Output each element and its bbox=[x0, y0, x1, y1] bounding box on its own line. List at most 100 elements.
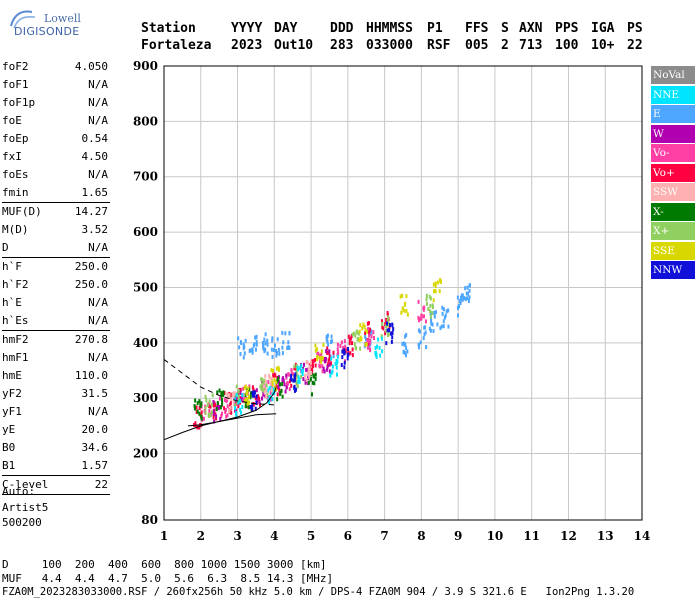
echo-mark bbox=[235, 410, 238, 415]
echo-mark bbox=[273, 377, 276, 382]
plot-frame bbox=[163, 65, 643, 521]
echo-mark bbox=[374, 350, 377, 355]
echo-mark bbox=[418, 345, 421, 350]
echo-mark bbox=[424, 330, 427, 335]
echo-mark bbox=[405, 332, 408, 337]
echo-mark bbox=[358, 329, 361, 334]
echo-mark bbox=[341, 349, 344, 354]
echo-mark bbox=[464, 286, 467, 291]
echo-mark bbox=[468, 283, 471, 288]
echo-mark bbox=[379, 353, 382, 358]
param-separator bbox=[2, 494, 110, 495]
echo-mark bbox=[405, 294, 408, 299]
echo-mark bbox=[204, 394, 207, 399]
echo-mark bbox=[254, 335, 257, 340]
param-row: hmF2 270.8 bbox=[2, 331, 110, 349]
echo-mark bbox=[308, 369, 311, 374]
echo-mark bbox=[246, 401, 249, 406]
echo-mark bbox=[305, 367, 308, 372]
param-value: N/A bbox=[88, 314, 108, 327]
echo-mark bbox=[373, 335, 376, 340]
echo-mark bbox=[314, 363, 317, 368]
echo-mark bbox=[302, 377, 305, 382]
echo-mark bbox=[390, 339, 393, 344]
echo-mark bbox=[266, 338, 269, 343]
echo-mark bbox=[281, 394, 284, 399]
echo-mark bbox=[206, 403, 209, 408]
echo-mark bbox=[254, 347, 257, 352]
echo-mark bbox=[436, 280, 439, 285]
header-value-11: 22 bbox=[627, 38, 643, 53]
echo-mark bbox=[237, 389, 240, 394]
echo-mark bbox=[422, 336, 425, 341]
echo-mark bbox=[347, 352, 350, 357]
param-value: 20.0 bbox=[81, 423, 109, 436]
header-label-0: Station bbox=[141, 21, 196, 36]
echo-mark bbox=[347, 334, 350, 339]
echo-mark bbox=[220, 411, 223, 416]
echo-mark bbox=[308, 374, 311, 379]
echo-mark bbox=[277, 365, 280, 370]
echo-mark bbox=[262, 343, 265, 348]
echo-mark bbox=[307, 380, 310, 385]
echo-mark bbox=[215, 414, 218, 419]
param-row: B0 34.6 bbox=[2, 439, 110, 457]
echo-mark bbox=[389, 323, 392, 328]
echo-mark bbox=[292, 378, 295, 383]
echo-mark bbox=[425, 297, 428, 302]
param-row: foEp 0.54 bbox=[2, 130, 110, 148]
echo-mark bbox=[364, 335, 367, 340]
echo-mark bbox=[288, 387, 291, 392]
param-row: fxI 4.50 bbox=[2, 148, 110, 166]
echo-mark bbox=[299, 365, 302, 370]
echo-mark bbox=[204, 406, 207, 411]
echo-mark bbox=[290, 368, 293, 373]
param-separator bbox=[2, 257, 110, 258]
header-value-4: 033000 bbox=[366, 38, 413, 53]
param-name: M(D) bbox=[2, 223, 29, 236]
param-value: 250.0 bbox=[74, 278, 108, 291]
echo-mark bbox=[447, 324, 450, 329]
y-tick-label: 500 bbox=[133, 280, 158, 294]
echo-mark bbox=[438, 289, 441, 294]
echo-mark bbox=[200, 416, 203, 421]
echo-mark bbox=[230, 392, 233, 397]
echo-mark bbox=[343, 360, 346, 365]
echo-mark bbox=[217, 406, 220, 411]
echo-mark bbox=[331, 369, 334, 374]
echo-mark bbox=[260, 386, 263, 391]
echo-mark bbox=[318, 363, 321, 368]
echo-mark bbox=[328, 349, 331, 354]
echo-mark bbox=[442, 319, 445, 324]
trace-curve bbox=[187, 386, 277, 427]
echo-mark bbox=[366, 321, 369, 326]
echo-mark bbox=[459, 298, 462, 303]
echo-mark bbox=[351, 353, 354, 358]
echo-mark bbox=[328, 362, 331, 367]
echo-mark bbox=[275, 348, 278, 353]
echo-mark bbox=[367, 341, 370, 346]
echo-mark bbox=[255, 334, 258, 339]
param-value: N/A bbox=[88, 405, 108, 418]
echo-mark bbox=[290, 383, 293, 388]
echo-mark bbox=[262, 386, 265, 391]
echo-mark bbox=[362, 322, 365, 327]
echo-mark bbox=[323, 356, 326, 361]
echo-mark bbox=[239, 395, 242, 400]
logo-digisonde-text: DIGISONDE bbox=[14, 25, 80, 38]
echo-mark bbox=[434, 310, 437, 315]
echo-mark bbox=[387, 332, 390, 337]
echo-mark bbox=[420, 316, 423, 321]
echo-mark bbox=[202, 416, 205, 421]
echo-mark bbox=[467, 291, 470, 296]
echo-mark bbox=[432, 305, 435, 310]
echo-mark bbox=[381, 321, 384, 326]
param-name: fxI bbox=[2, 150, 22, 163]
echo-mark bbox=[247, 386, 250, 391]
echo-mark bbox=[328, 369, 331, 374]
echo-mark bbox=[237, 398, 240, 403]
param-row: fmin 1.65 bbox=[2, 184, 110, 202]
echo-mark bbox=[223, 406, 226, 411]
echo-mark bbox=[263, 388, 266, 393]
echo-mark bbox=[271, 391, 274, 396]
